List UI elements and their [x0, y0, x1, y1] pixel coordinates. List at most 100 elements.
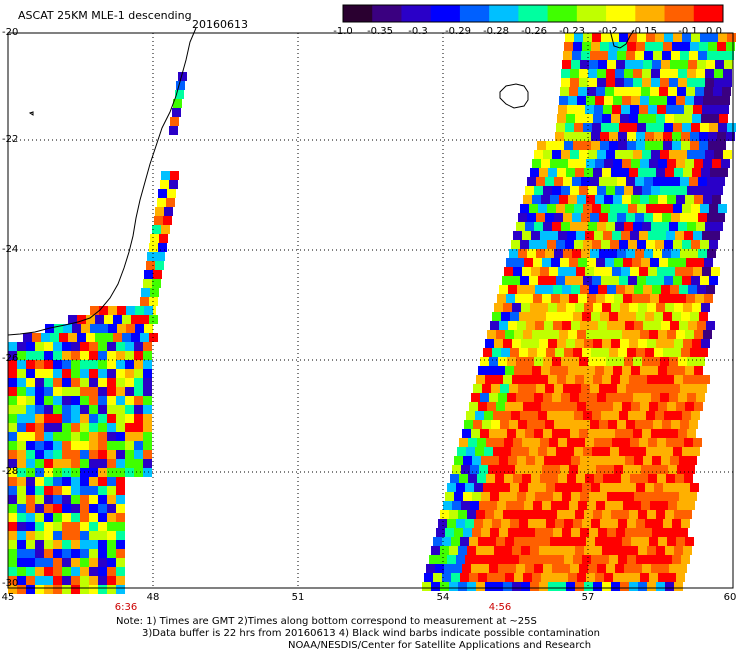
- swath-cell: [534, 186, 543, 195]
- swath-cell: [71, 513, 80, 522]
- swath-cell: [642, 186, 651, 195]
- swath-cell: [665, 168, 674, 177]
- swath-cell: [456, 483, 465, 492]
- swath-cell: [35, 585, 44, 594]
- swath-cell: [150, 288, 159, 297]
- swath-cell: [575, 114, 584, 123]
- swath-cell: [662, 51, 671, 60]
- swath-cell: [459, 474, 468, 483]
- swath-cell: [626, 420, 635, 429]
- swath-cell: [552, 429, 561, 438]
- swath-cell: [26, 576, 35, 585]
- swath-cell: [698, 177, 707, 186]
- swath-cell: [702, 231, 711, 240]
- swath-cell: [554, 249, 563, 258]
- swath-cell: [126, 306, 135, 315]
- swath-cell: [116, 477, 125, 486]
- swath-cell: [616, 492, 625, 501]
- swath-cell: [95, 315, 104, 324]
- swath-cell: [532, 330, 541, 339]
- swath-cell: [116, 513, 125, 522]
- swath-cell: [511, 411, 520, 420]
- swath-cell: [143, 468, 152, 477]
- colorbar-label: -0.26: [521, 26, 547, 37]
- swath-cell: [622, 330, 631, 339]
- swath-cell: [530, 546, 539, 555]
- swath-cell: [699, 312, 708, 321]
- swath-cell: [473, 420, 482, 429]
- swath-cell: [585, 105, 594, 114]
- swath-cell: [676, 366, 685, 375]
- swath-cell: [687, 357, 696, 366]
- swath-cell: [481, 492, 490, 501]
- swath-cell: [663, 312, 672, 321]
- swath-cell: [642, 429, 651, 438]
- swath-cell: [691, 204, 700, 213]
- swath-cell: [134, 468, 143, 477]
- swath-cell: [521, 303, 530, 312]
- swath-cell: [574, 204, 583, 213]
- swath-cell: [593, 546, 602, 555]
- swath-cell: [550, 366, 559, 375]
- swath-cell: [698, 384, 707, 393]
- swath-cell: [478, 402, 487, 411]
- swath-cell: [530, 510, 539, 519]
- swath-cell: [661, 456, 670, 465]
- swath-cell: [550, 195, 559, 204]
- swath-cell: [590, 177, 599, 186]
- swath-cell: [629, 339, 638, 348]
- swath-cell: [655, 411, 664, 420]
- swath-cell: [604, 96, 613, 105]
- swath-cell: [176, 81, 185, 90]
- swath-cell: [134, 405, 143, 414]
- lat-label: -22: [2, 134, 19, 145]
- swath-cell: [116, 369, 125, 378]
- swath-cell: [8, 558, 17, 567]
- swath-cell: [559, 366, 568, 375]
- swath-cell: [683, 168, 692, 177]
- swath-cell: [617, 249, 626, 258]
- swath-cell: [62, 468, 71, 477]
- swath-cell: [17, 405, 26, 414]
- swath-cell: [586, 366, 595, 375]
- swath-cell: [608, 213, 617, 222]
- swath-cell: [520, 411, 529, 420]
- swath-cell: [80, 396, 89, 405]
- swath-cell: [534, 222, 543, 231]
- swath-cell: [444, 564, 453, 573]
- swath-cell: [649, 159, 658, 168]
- swath-cell: [595, 96, 604, 105]
- swath-cell: [544, 285, 553, 294]
- mauritius-island: [28, 111, 34, 116]
- swath-cell: [646, 276, 655, 285]
- colorbar-swatch: [518, 5, 549, 22]
- swath-cell: [518, 249, 527, 258]
- swath-cell: [8, 576, 17, 585]
- swath-cell: [62, 378, 71, 387]
- swath-cell: [548, 510, 557, 519]
- swath-cell: [526, 528, 535, 537]
- swath-cell: [8, 486, 17, 495]
- swath-cell: [125, 387, 134, 396]
- swath-cell: [660, 78, 669, 87]
- swath-cell: [98, 396, 107, 405]
- swath-cell: [107, 576, 116, 585]
- swath-cell: [117, 306, 126, 315]
- swath-cell: [615, 357, 624, 366]
- swath-cell: [563, 213, 572, 222]
- swath-cell: [26, 432, 35, 441]
- swath-cell: [517, 321, 526, 330]
- swath-cell: [504, 267, 513, 276]
- swath-cell: [693, 231, 702, 240]
- swath-cell: [664, 276, 673, 285]
- swath-cell: [554, 177, 563, 186]
- swath-cell: [442, 537, 451, 546]
- swath-cell: [697, 60, 706, 69]
- swath-cell: [433, 537, 442, 546]
- swath-cell: [451, 537, 460, 546]
- swath-cell: [98, 414, 107, 423]
- swath-cell: [490, 321, 499, 330]
- swath-cell: [617, 384, 626, 393]
- swath-cell: [564, 483, 573, 492]
- swath-cell: [653, 420, 662, 429]
